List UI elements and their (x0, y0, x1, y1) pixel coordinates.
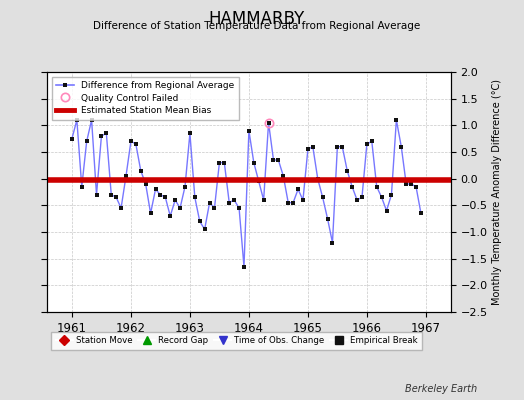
Text: Difference of Station Temperature Data from Regional Average: Difference of Station Temperature Data f… (93, 21, 420, 31)
Y-axis label: Monthly Temperature Anomaly Difference (°C): Monthly Temperature Anomaly Difference (… (492, 79, 501, 305)
Text: Berkeley Earth: Berkeley Earth (405, 384, 477, 394)
Legend: Difference from Regional Average, Quality Control Failed, Estimated Station Mean: Difference from Regional Average, Qualit… (52, 76, 239, 120)
Legend: Station Move, Record Gap, Time of Obs. Change, Empirical Break: Station Move, Record Gap, Time of Obs. C… (51, 332, 422, 350)
Text: HAMMARBY: HAMMARBY (209, 10, 305, 28)
